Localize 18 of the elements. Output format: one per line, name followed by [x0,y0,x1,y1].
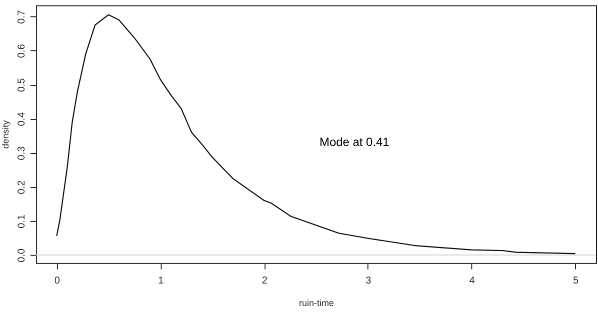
y-tick-label: 0.7 [16,10,28,24]
y-tick-label: 0.5 [16,78,28,92]
x-axis-title: ruin-time [299,298,334,308]
x-tick-label: 5 [572,275,579,286]
line-series [56,14,576,254]
annotation: Mode at 0.41 [319,135,390,150]
y-tick-label: 0.1 [16,214,28,228]
y-tick-label: 0.4 [16,112,28,126]
x-tick-label: 4 [469,275,476,286]
y-tick-label: 0.3 [16,146,28,160]
y-tick-label: 0.6 [16,44,28,58]
y-tick-label: 0.2 [16,180,28,194]
x-tick-label: 3 [366,275,372,286]
y-axis-title: density [0,120,10,149]
y-tick-label: 0.0 [16,248,28,262]
x-tick-label: 0 [54,275,60,286]
x-tick-label: 2 [262,275,268,286]
x-tick-label: 1 [158,275,164,286]
